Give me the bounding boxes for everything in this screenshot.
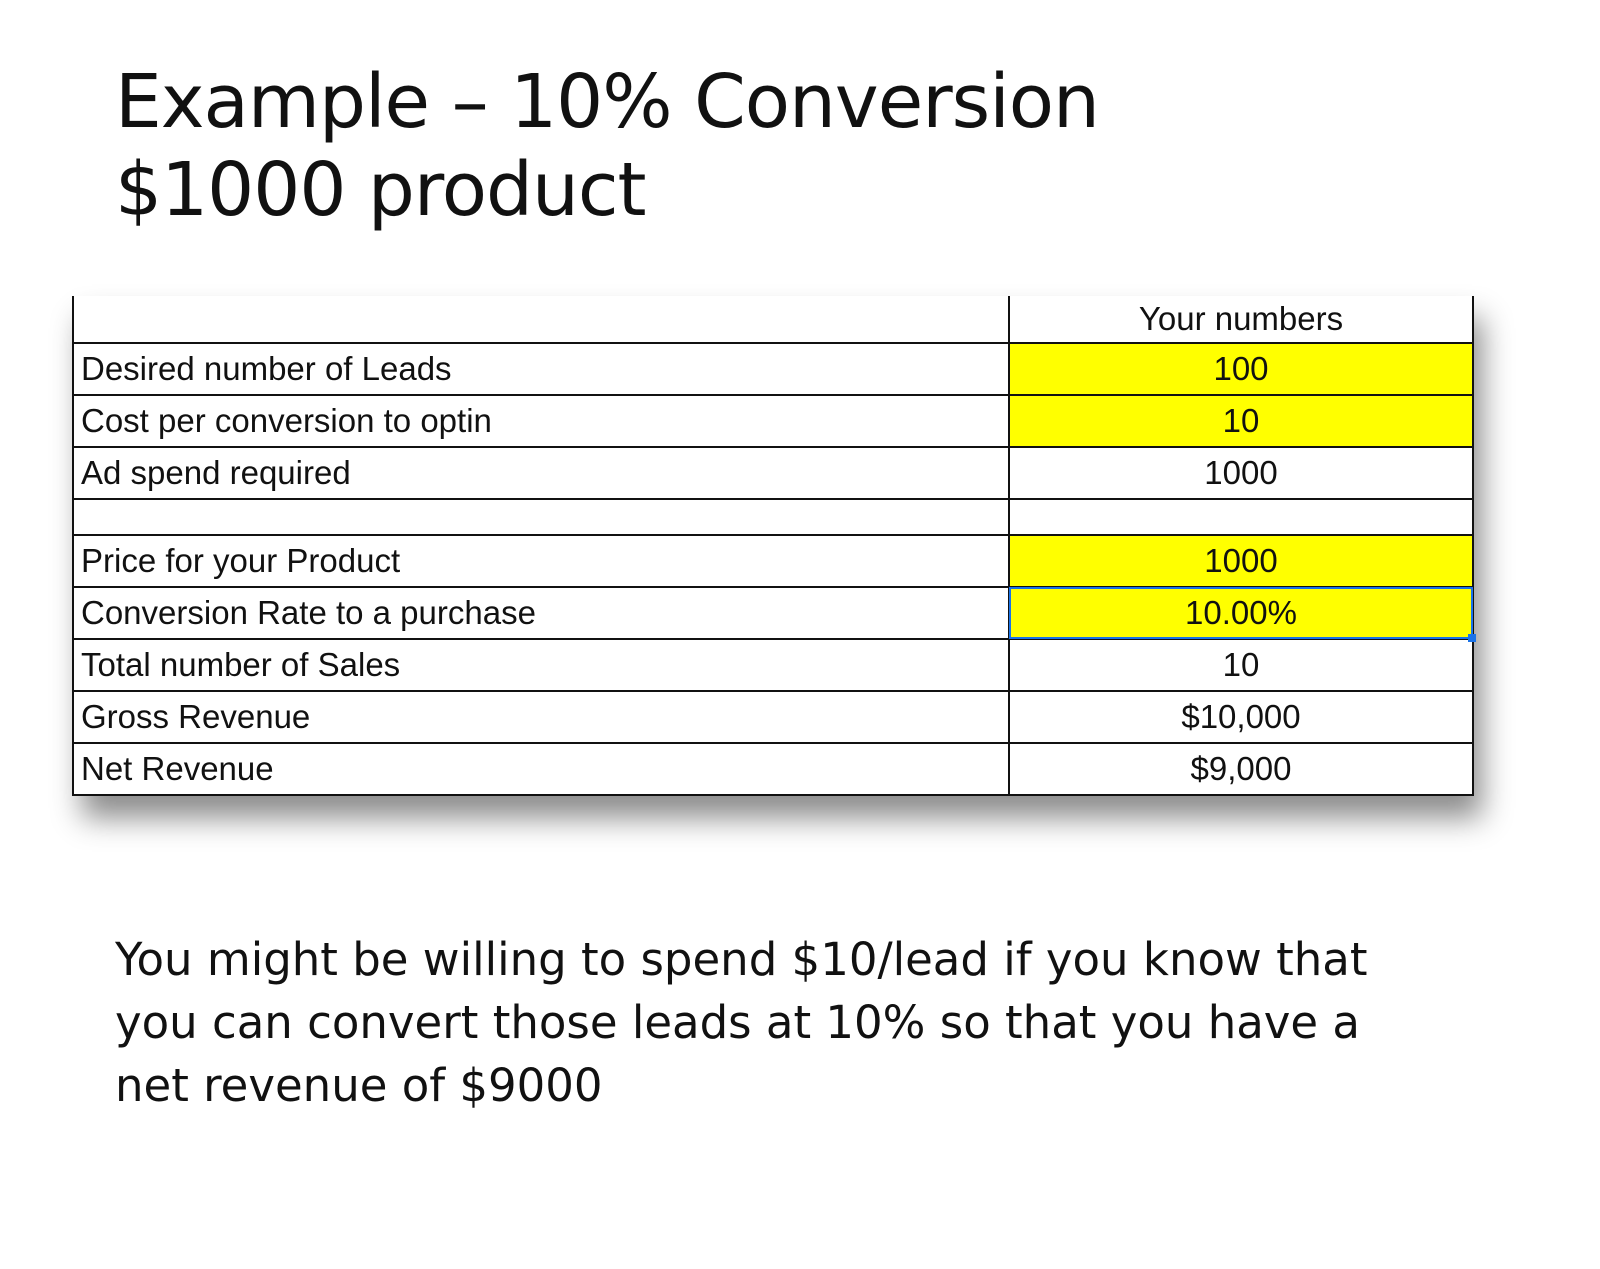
title-line-2: $1000 product — [115, 147, 647, 233]
row-value[interactable]: 100 — [1008, 342, 1474, 396]
row-value[interactable]: $9,000 — [1008, 742, 1474, 796]
table-row-blank — [72, 498, 1474, 536]
table-row: Desired number of Leads 100 — [72, 342, 1474, 396]
row-label[interactable]: Ad spend required — [72, 446, 1010, 500]
row-label[interactable] — [72, 498, 1010, 536]
row-label[interactable]: Cost per conversion to optin — [72, 394, 1010, 448]
row-label[interactable]: Gross Revenue — [72, 690, 1010, 744]
row-label[interactable]: Conversion Rate to a purchase — [72, 586, 1010, 640]
row-value[interactable]: 10 — [1008, 394, 1474, 448]
row-value[interactable]: 1000 — [1008, 446, 1474, 500]
title-line-1: Example – 10% Conversion — [115, 59, 1100, 145]
fill-handle[interactable] — [1468, 634, 1476, 642]
table-row: Gross Revenue $10,000 — [72, 690, 1474, 744]
header-empty-cell[interactable] — [72, 296, 1010, 344]
spreadsheet-table: Your numbers Desired number of Leads 100… — [72, 296, 1476, 796]
column-header[interactable]: Your numbers — [1008, 296, 1474, 344]
table-row: Ad spend required 1000 — [72, 446, 1474, 500]
slide-note: You might be willing to spend $10/lead i… — [115, 933, 1368, 1112]
row-value[interactable] — [1008, 498, 1474, 536]
table-row: Cost per conversion to optin 10 — [72, 394, 1474, 448]
table-row: Net Revenue $9,000 — [72, 742, 1474, 796]
row-value[interactable]: 10 — [1008, 638, 1474, 692]
row-value[interactable]: 1000 — [1008, 534, 1474, 588]
row-value[interactable]: $10,000 — [1008, 690, 1474, 744]
row-label[interactable]: Net Revenue — [72, 742, 1010, 796]
selected-cell[interactable]: 10.00% — [1008, 586, 1476, 642]
table-row: Price for your Product 1000 — [72, 534, 1474, 588]
row-label[interactable]: Price for your Product — [72, 534, 1010, 588]
table-row: Total number of Sales 10 — [72, 638, 1474, 692]
table-row: Conversion Rate to a purchase 10.00% — [72, 586, 1476, 642]
slide-title: Example – 10% Conversion $1000 product — [115, 58, 1100, 234]
header-row: Your numbers — [72, 296, 1474, 344]
row-value: 10.00% — [1185, 594, 1297, 631]
row-label[interactable]: Total number of Sales — [72, 638, 1010, 692]
row-label[interactable]: Desired number of Leads — [72, 342, 1010, 396]
